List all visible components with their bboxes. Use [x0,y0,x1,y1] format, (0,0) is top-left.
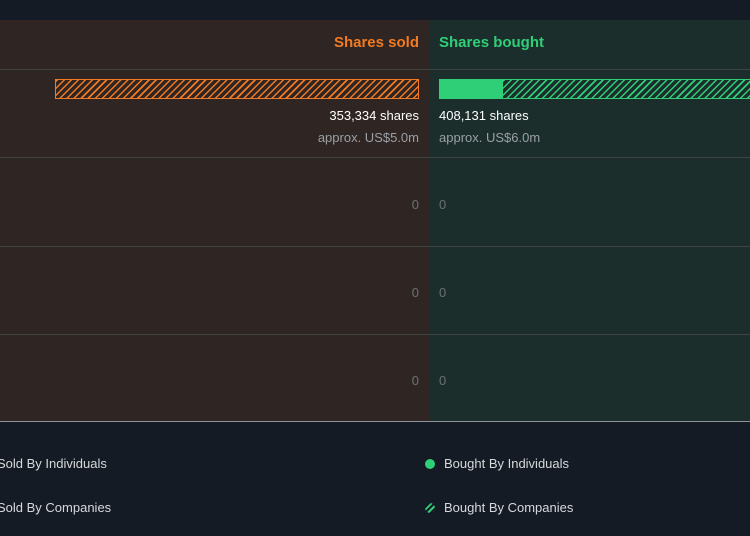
legend-sold-individuals-label: Sold By Individuals [0,456,107,471]
sold-value-label: approx. US$5.0m [317,130,419,145]
header-divider [0,69,750,70]
circle-icon [425,458,435,469]
bought-zero-label: 0 [439,197,447,212]
bought-zero-label: 0 [439,285,447,300]
legend-bought-companies: Bought By Companies [425,500,573,515]
insider-trading-chart: Shares sold Shares bought 353,334 shares… [0,20,750,422]
bought-value-label: approx. US$6.0m [439,130,541,145]
shares-sold-header: Shares sold [333,34,419,51]
legend-sold-companies-label: Sold By Companies [0,500,112,515]
bought-shares-label: 408,131 shares [439,108,529,123]
bar-sold-companies [55,79,419,99]
row-divider [0,157,750,158]
legend-bought-individuals: Bought By Individuals [425,456,569,471]
striped-circle-icon [425,502,435,513]
sold-shares-label: 353,334 shares [329,108,419,123]
bought-zero-label: 0 [439,373,447,388]
chart-baseline [0,421,750,422]
legend-sold-companies: Sold By Companies [0,500,111,515]
bar-bought-individuals [439,79,503,99]
bar-bought-companies [502,79,750,99]
row-divider [0,334,750,335]
legend-bought-companies-label: Bought By Companies [444,500,574,515]
top-strip [0,0,750,20]
legend-sold-individuals: Sold By Individuals [0,456,107,471]
sold-zero-label: 0 [411,197,419,212]
sold-zero-label: 0 [411,285,419,300]
row-divider [0,246,750,247]
legend-bought-individuals-label: Bought By Individuals [444,456,570,471]
sold-zero-label: 0 [411,373,419,388]
shares-bought-header: Shares bought [439,34,545,51]
